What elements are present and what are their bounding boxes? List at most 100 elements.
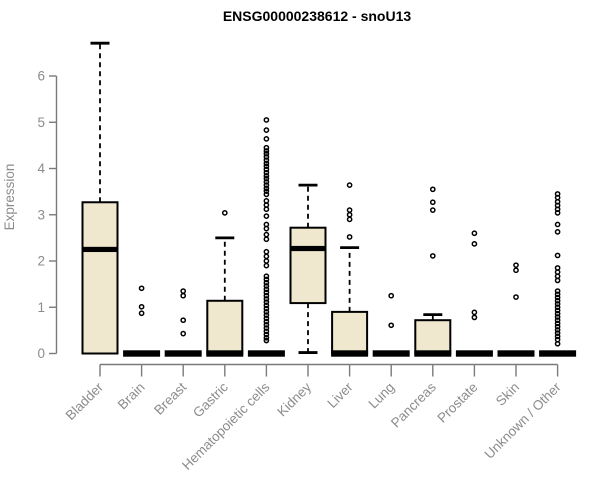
outlier-point xyxy=(388,292,395,299)
outlier-point xyxy=(263,150,270,157)
outlier-point xyxy=(263,312,270,318)
outlier-point xyxy=(554,333,561,340)
outlier-point xyxy=(554,340,561,347)
outlier-point xyxy=(471,314,478,321)
outlier-point xyxy=(263,321,270,328)
box-hematopoietic-cells xyxy=(247,117,285,357)
outlier-point xyxy=(554,307,561,314)
outlier-point xyxy=(263,315,270,322)
outlier-point xyxy=(554,252,561,259)
collapsed-box xyxy=(497,350,535,357)
outlier-point xyxy=(263,318,270,325)
outlier-point xyxy=(263,169,270,176)
outlier-point xyxy=(554,229,561,235)
outlier-point xyxy=(346,182,353,188)
outlier-point xyxy=(263,173,270,179)
outlier-point xyxy=(263,127,270,133)
y-tick-label: 1 xyxy=(37,300,45,315)
median-line xyxy=(206,350,244,357)
outlier-point xyxy=(180,330,187,337)
box-iqr xyxy=(206,299,244,355)
outlier-point xyxy=(513,262,519,269)
outlier-point xyxy=(388,322,395,329)
outlier-point xyxy=(263,289,270,296)
box-iqr xyxy=(331,310,369,355)
y-tick-label: 3 xyxy=(37,207,45,222)
y-tick-label: 6 xyxy=(37,69,45,84)
outlier-point xyxy=(138,303,145,310)
outlier-point xyxy=(263,309,270,315)
outlier-point xyxy=(263,160,270,167)
median-line xyxy=(290,245,326,252)
outlier-point xyxy=(429,199,436,206)
outlier-point xyxy=(554,277,561,284)
outlier-point xyxy=(180,317,187,324)
outlier-point xyxy=(263,273,270,280)
outlier-point xyxy=(263,185,270,192)
outlier-point xyxy=(554,288,561,294)
box-kidney xyxy=(289,183,327,354)
outlier-point xyxy=(263,144,270,151)
outlier-point xyxy=(138,310,145,317)
outlier-point xyxy=(263,182,270,188)
collapsed-box xyxy=(247,350,285,357)
median-line xyxy=(331,350,369,357)
box-iqr xyxy=(414,319,452,355)
outlier-point xyxy=(554,314,561,320)
outlier-point xyxy=(221,210,228,216)
outlier-point xyxy=(263,302,270,309)
box-iqr xyxy=(81,201,119,355)
y-tick-label: 2 xyxy=(37,254,45,269)
outlier-point xyxy=(263,331,270,338)
outlier-point xyxy=(263,299,270,306)
box-gastric xyxy=(206,210,244,357)
outlier-point xyxy=(263,148,270,154)
box-liver xyxy=(331,182,369,357)
outlier-point xyxy=(263,292,270,299)
outlier-point xyxy=(263,206,270,213)
outlier-point xyxy=(554,297,561,304)
collapsed-box xyxy=(164,350,202,357)
outlier-point xyxy=(429,207,436,213)
box-skin xyxy=(497,262,535,357)
outlier-point xyxy=(263,337,270,344)
box-lung xyxy=(372,292,410,357)
outlier-point xyxy=(554,304,561,311)
outlier-point xyxy=(554,301,561,307)
outlier-point xyxy=(263,188,270,195)
median-line xyxy=(414,350,452,357)
collapsed-box xyxy=(539,350,577,357)
outlier-point xyxy=(554,221,561,228)
outlier-point xyxy=(263,166,270,173)
outlier-point xyxy=(263,213,270,219)
outlier-point xyxy=(471,230,478,237)
outlier-point xyxy=(513,294,519,300)
outlier-point xyxy=(263,163,270,170)
outlier-point xyxy=(471,241,478,247)
outlier-point xyxy=(138,285,145,292)
collapsed-box xyxy=(372,350,410,357)
y-tick-label: 5 xyxy=(37,115,45,130)
outlier-point xyxy=(263,334,270,341)
box-unknown-other xyxy=(539,191,577,357)
outlier-point xyxy=(554,323,561,330)
box-prostate xyxy=(455,230,493,357)
outlier-point xyxy=(429,186,436,193)
y-tick-label: 0 xyxy=(37,346,45,361)
outlier-point xyxy=(263,276,270,283)
outlier-point xyxy=(263,191,270,198)
outlier-point xyxy=(263,175,270,182)
box-iqr xyxy=(289,226,327,305)
outlier-point xyxy=(263,136,270,142)
outlier-point xyxy=(263,279,270,286)
y-tick-label: 4 xyxy=(37,161,45,176)
box-bladder xyxy=(81,41,119,355)
outlier-point xyxy=(554,210,561,216)
outlier-point xyxy=(554,320,561,327)
box-pancreas xyxy=(414,186,452,357)
outlier-point xyxy=(263,325,270,331)
outlier-point xyxy=(263,154,270,160)
outlier-point xyxy=(263,157,270,164)
